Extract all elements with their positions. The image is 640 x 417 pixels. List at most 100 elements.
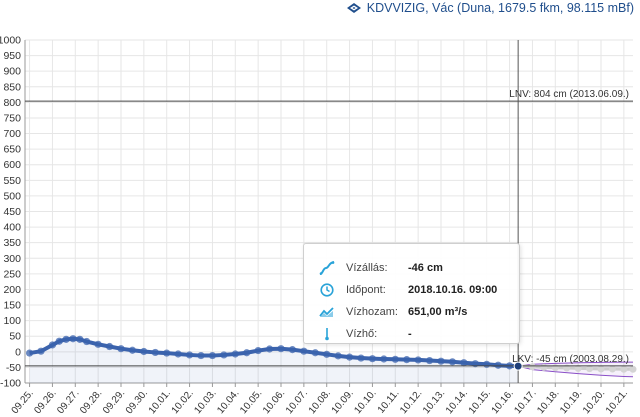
tooltip-value: -46 cm (408, 262, 443, 274)
x-tick-label: 09.29. (101, 388, 127, 416)
measured-point (425, 356, 434, 365)
y-tick-label: 100 (3, 315, 21, 327)
forecast-point (574, 364, 582, 372)
x-tick-label: 09.27. (55, 388, 81, 416)
y-tick-label: 300 (3, 253, 21, 265)
measured-point (494, 361, 502, 369)
reference-lines: LNV: 804 cm (2013.06.09.) LKV: -45 cm (20… (25, 89, 633, 367)
y-tick-label: 0 (15, 346, 21, 358)
measured-point (37, 347, 45, 355)
measured-point (62, 335, 70, 343)
reference-label: LKV: -45 cm (2003.08.29.) (512, 354, 629, 365)
chart-header: KDVVIZIG, Vác (Duna, 1679.5 fkm, 98.115 … (346, 1, 634, 15)
y-tick-label: 950 (3, 50, 21, 62)
measured-point (163, 349, 171, 357)
x-tick-label: 09.26. (32, 388, 58, 416)
thermometer-icon (316, 327, 338, 341)
measured-point (105, 342, 114, 351)
discharge-icon (316, 306, 338, 318)
y-tick-label: 650 (3, 144, 21, 156)
measured-point (76, 335, 84, 343)
x-tick-label: 10.01. (147, 388, 173, 416)
x-tick-label: 10.11. (376, 388, 402, 416)
y-tick-label: 500 (3, 190, 21, 202)
measured-point (55, 337, 63, 345)
tooltip-value: - (408, 328, 412, 340)
x-tick-label: 09.25. (10, 388, 36, 416)
measured-point (300, 347, 308, 355)
forecast-point (551, 364, 559, 372)
measured-point (357, 354, 365, 362)
measured-point (185, 351, 194, 359)
measured-point (334, 352, 342, 360)
y-tick-label: 700 (3, 128, 21, 140)
measured-point (311, 349, 319, 357)
forecast-point (540, 363, 548, 371)
x-tick-label: 10.14. (444, 388, 470, 416)
series-group (25, 335, 637, 383)
y-tick-label: 400 (3, 222, 21, 234)
measured-point (243, 349, 251, 357)
kdvvizig-logo (346, 2, 361, 13)
measured-point (151, 348, 159, 357)
x-tick-label: 09.28. (78, 388, 104, 416)
measured-point (128, 346, 137, 354)
x-tick-label: 10.08. (307, 388, 333, 416)
x-tick-label: 10.09. (330, 388, 356, 416)
y-tick-label: 350 (3, 237, 21, 249)
measured-point (83, 337, 91, 346)
measured-point (380, 355, 388, 363)
forecast-point (586, 365, 594, 373)
y-tick-label: 850 (3, 81, 21, 93)
measured-point (174, 350, 182, 358)
x-tick-label: 10.10. (352, 388, 378, 416)
measured-point (483, 360, 491, 368)
measured-point (391, 355, 399, 363)
measured-point (323, 350, 331, 358)
measured-point (277, 345, 285, 353)
y-tick-label: -100 (0, 378, 21, 390)
data-tooltip: Vízállás: -46 cm Időpont: 2018.10.16. 09… (303, 243, 520, 344)
measured-point (448, 358, 457, 366)
y-tick-label: 250 (3, 268, 21, 280)
y-tick-label: -50 (6, 362, 21, 374)
measured-point (414, 356, 422, 364)
y-axis: -100 -50 0 50 100 150 200 250 300 350 400 450 500 550… (0, 35, 21, 390)
measured-point (197, 351, 205, 360)
measured-point (48, 341, 57, 349)
measured-point (460, 359, 468, 367)
y-tick-label: 800 (3, 97, 21, 109)
x-tick-label: 10.15. (467, 388, 493, 416)
y-tick-label: 900 (3, 66, 21, 78)
chart-title: KDVVIZIG, Vác (Duna, 1679.5 fkm, 98.115 … (366, 1, 634, 15)
measured-point (345, 353, 354, 361)
x-tick-label: 10.13. (421, 388, 447, 416)
measured-point (437, 357, 445, 365)
measured-point (254, 346, 262, 355)
measured-point (265, 345, 274, 353)
x-tick-label: 10.18. (535, 388, 561, 416)
x-tick-label: 10.05. (238, 388, 264, 416)
forecast-point (629, 365, 637, 373)
tooltip-label: Vízhő: (346, 328, 378, 340)
forecast-point (597, 365, 605, 373)
tooltip-label: Időpont: (346, 284, 386, 296)
y-tick-label: 450 (3, 206, 21, 218)
measured-point (368, 355, 377, 363)
measured-point (220, 351, 228, 359)
clock-icon (316, 283, 338, 297)
measured-point (140, 347, 148, 356)
y-tick-label: 50 (9, 331, 21, 343)
x-tick-label: 10.07. (284, 388, 310, 416)
measured-point (231, 350, 239, 358)
forecast-point (620, 365, 628, 373)
measured-point (403, 356, 411, 364)
y-tick-label: 550 (3, 175, 21, 187)
tooltip-label: Vízhozam: (346, 306, 398, 318)
tooltip-value: 2018.10.16. 09:00 (408, 284, 498, 296)
x-tick-label: 10.03. (192, 388, 218, 416)
measured-point (94, 340, 102, 348)
measured-point (69, 335, 77, 343)
tooltip-value: 651,00 m³/s (408, 306, 468, 318)
